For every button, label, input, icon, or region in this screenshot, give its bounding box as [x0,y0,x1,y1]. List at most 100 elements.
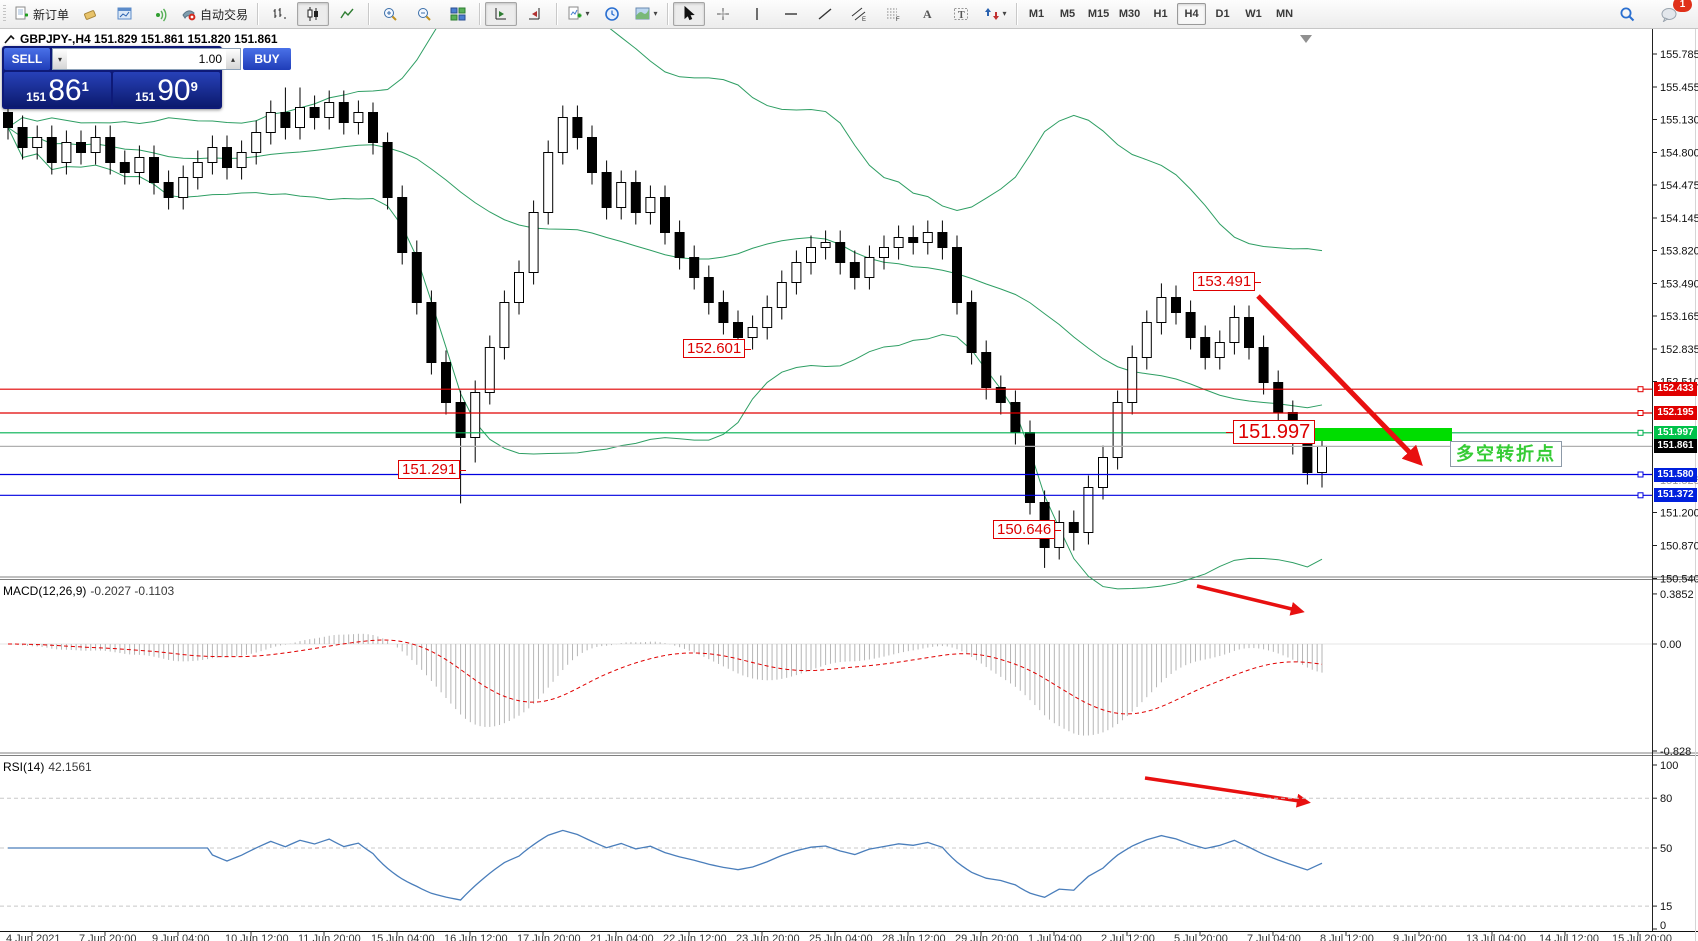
timeframe-mn-button[interactable]: MN [1275,8,1294,20]
svg-text:-0.828: -0.828 [1660,746,1691,758]
toolbar-right-group: 1 [1610,0,1698,26]
signals-button[interactable] [143,2,175,26]
timeframe-h1-button[interactable]: H1 [1153,8,1168,20]
eraser-icon [84,10,96,20]
toolbar-separator [556,3,558,25]
sell-price-display[interactable]: 151 86 1 [4,72,111,107]
timeframe-h4-button[interactable]: H4 [1177,3,1207,25]
horizontal-line-tool-button[interactable] [775,2,807,26]
price-flag-152.601[interactable]: 152.601 [683,339,752,358]
indicators-icon [635,7,650,20]
period-button[interactable] [596,2,628,26]
svg-text:15 Jun 04:00: 15 Jun 04:00 [371,933,435,941]
cursor-tool-button[interactable] [673,2,706,26]
toolbar-separator [667,3,669,25]
red-trend-arrow[interactable] [1256,294,1423,467]
search-button[interactable] [1611,2,1643,26]
volume-increase-button[interactable]: ▴ [226,49,240,69]
svg-text:23 Jun 20:00: 23 Jun 20:00 [736,933,800,941]
timeframe-m1-button[interactable]: M1 [1028,8,1045,20]
svg-text:50: 50 [1660,843,1672,855]
one-click-trading-panel: SELL ▾ ▴ BUY 151 86 1 151 90 9 [2,46,291,109]
vertical-line-tool-button[interactable] [741,2,773,26]
candlestick-chart-button[interactable] [297,2,330,26]
svg-text:8 Jul 12:00: 8 Jul 12:00 [1320,933,1374,941]
svg-text:4 Jun 2021: 4 Jun 2021 [6,933,60,941]
svg-text:28 Jun 12:00: 28 Jun 12:00 [882,933,946,941]
trendline-tool-button[interactable] [809,2,841,26]
svg-text:22 Jun 12:00: 22 Jun 12:00 [663,933,727,941]
horizontal-line-icon [785,13,798,15]
rsi-indicator [0,797,1652,907]
zoom-in-icon [384,8,397,21]
zoom-in-button[interactable] [374,2,406,26]
timeframe-d1-button[interactable]: D1 [1215,8,1230,20]
chart-window-button[interactable] [109,2,141,26]
arrows-tool-button[interactable]: ▾ [979,2,1011,26]
axis-price-badge-152.433: 152.433 [1654,382,1697,397]
buy-price-display[interactable]: 151 90 9 [113,72,220,107]
svg-text:14 Jul 12:00: 14 Jul 12:00 [1539,933,1599,941]
price-flag-153.491[interactable]: 153.491 [1193,272,1262,291]
svg-text:2 Jul 12:00: 2 Jul 12:00 [1101,933,1155,941]
new-order-icon [15,6,28,20]
text-tool-button[interactable]: A [911,2,943,26]
svg-text:0.3852: 0.3852 [1660,589,1694,601]
svg-text:E: E [862,17,866,22]
zoom-out-button[interactable] [408,2,440,26]
text-label-tool-button[interactable]: T [945,2,977,26]
volume-input[interactable] [67,49,226,69]
price-flag-151.291[interactable]: 151.291 [398,460,467,479]
new-chart-icon [568,6,582,20]
indicators-button[interactable]: ▾ [630,2,662,26]
new-order-label: 新订单 [33,7,70,22]
svg-text:154.800: 154.800 [1660,148,1698,160]
line-chart-button[interactable] [331,2,363,26]
horizontal-price-lines [0,386,1652,499]
equidistant-channel-icon: E [851,7,866,22]
macd-pane-label: MACD(12,26,9) -0.2027 -0.1103 [3,584,174,598]
turning-point-note[interactable]: 多空转折点 [1450,441,1562,467]
notifications-button[interactable]: 1 [1653,0,1692,26]
toolbar-grip [3,5,6,23]
fibonacci-tool-button[interactable]: F [877,2,909,26]
red-trend-arrow[interactable] [1144,776,1311,808]
chart-window-icon [117,7,132,20]
buy-button[interactable]: BUY [243,48,291,70]
svg-text:29 Jun 20:00: 29 Jun 20:00 [955,933,1019,941]
macd-values: -0.2027 -0.1103 [90,584,175,598]
timeframe-w1-button[interactable]: W1 [1245,8,1262,20]
svg-text:100: 100 [1660,760,1678,772]
new-chart-button[interactable]: ▾ [562,2,594,26]
line-chart-icon [340,8,354,19]
auto-trading-button[interactable]: 自动交易 [177,2,252,26]
channel-tool-button[interactable]: E [843,2,875,26]
auto-scroll-button[interactable] [519,2,551,26]
zoom-out-icon [418,8,431,21]
red-trend-arrow[interactable] [1196,584,1305,616]
volume-spinner: ▾ ▴ [52,48,241,70]
toolbar-separator [1016,3,1018,25]
bar-chart-icon [273,8,287,19]
timeframe-m30-button[interactable]: M30 [1118,8,1141,20]
bar-chart-button[interactable] [263,2,295,26]
chart-title: GBPJPY-,H4 151.829 151.861 151.820 151.8… [20,32,278,46]
svg-text:A: A [923,7,932,21]
price-flag-150.646[interactable]: 150.646 [993,520,1062,539]
svg-text:F: F [896,17,900,22]
svg-text:15: 15 [1660,901,1672,913]
volume-decrease-button[interactable]: ▾ [53,49,67,69]
axis-price-badge-152.195: 152.195 [1654,406,1697,420]
new-order-button[interactable]: 新订单 [10,2,73,26]
price-flag-151.997[interactable]: 151.997 [1225,420,1316,444]
svg-text:21 Jun 04:00: 21 Jun 04:00 [590,933,654,941]
tile-windows-icon [450,7,466,21]
tile-windows-button[interactable] [442,2,474,26]
timeframe-m15-button[interactable]: M15 [1087,8,1110,20]
sell-button[interactable]: SELL [4,48,50,70]
cleanup-button[interactable] [75,2,107,26]
timeframe-m5-button[interactable]: M5 [1059,8,1076,20]
chart-shift-button[interactable] [485,2,518,26]
buy-price-prefix: 151 [135,90,156,104]
crosshair-tool-button[interactable] [707,2,739,26]
